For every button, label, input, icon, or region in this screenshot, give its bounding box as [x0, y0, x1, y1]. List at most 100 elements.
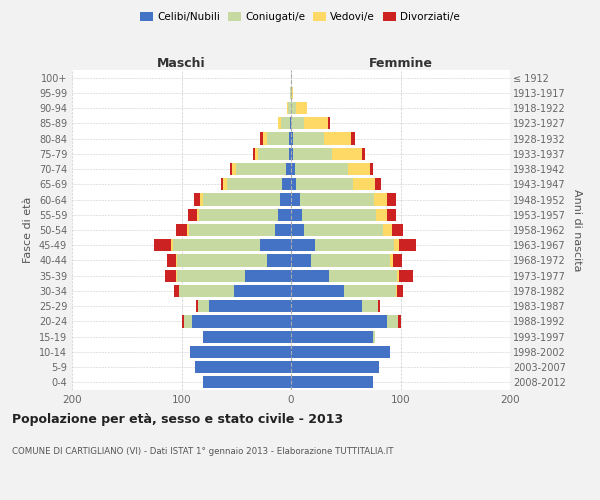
Bar — [194, 361, 291, 373]
Bar — [176, 254, 177, 266]
Bar — [377, 300, 380, 312]
Bar — [291, 178, 296, 190]
Bar — [302, 208, 376, 221]
Bar — [291, 87, 292, 99]
Bar — [400, 239, 416, 252]
Bar — [373, 330, 376, 343]
Bar — [196, 300, 198, 312]
Bar — [263, 132, 267, 144]
Bar — [290, 117, 291, 130]
Bar — [362, 148, 365, 160]
Bar — [291, 102, 296, 114]
Bar — [236, 163, 286, 175]
Bar — [383, 224, 392, 236]
Bar — [184, 316, 193, 328]
Bar — [348, 163, 370, 175]
Bar — [388, 194, 396, 205]
Bar — [278, 117, 281, 130]
Bar — [165, 270, 176, 282]
Bar — [282, 178, 291, 190]
Text: Popolazione per età, sesso e stato civile - 2013: Popolazione per età, sesso e stato civil… — [12, 412, 343, 426]
Bar — [209, 300, 291, 312]
Bar — [230, 163, 232, 175]
Bar — [200, 194, 203, 205]
Bar — [286, 163, 291, 175]
Bar — [376, 178, 381, 190]
Bar — [167, 254, 176, 266]
Bar — [281, 117, 290, 130]
Bar — [291, 330, 373, 343]
Bar — [291, 208, 302, 221]
Bar — [291, 316, 388, 328]
Bar — [370, 163, 373, 175]
Bar — [280, 194, 291, 205]
Bar — [397, 285, 403, 297]
Bar — [291, 239, 315, 252]
Bar — [288, 102, 291, 114]
Bar — [177, 270, 245, 282]
Bar — [291, 194, 300, 205]
Bar — [389, 254, 393, 266]
Legend: Celibi/Nubili, Coniugati/e, Vedovi/e, Divorziati/e: Celibi/Nubili, Coniugati/e, Vedovi/e, Di… — [136, 8, 464, 26]
Bar — [182, 316, 184, 328]
Bar — [362, 300, 377, 312]
Bar — [291, 117, 304, 130]
Text: COMUNE DI CARTIGLIANO (VI) - Dati ISTAT 1° gennaio 2013 - Elaborazione TUTTITALI: COMUNE DI CARTIGLIANO (VI) - Dati ISTAT … — [12, 448, 394, 456]
Bar — [194, 194, 200, 205]
Bar — [174, 285, 179, 297]
Bar — [351, 132, 355, 144]
Bar — [255, 148, 258, 160]
Bar — [328, 117, 331, 130]
Bar — [275, 224, 291, 236]
Bar — [344, 285, 396, 297]
Bar — [258, 148, 289, 160]
Bar — [291, 346, 389, 358]
Bar — [296, 102, 307, 114]
Bar — [260, 239, 291, 252]
Bar — [245, 270, 291, 282]
Bar — [203, 194, 280, 205]
Bar — [291, 300, 362, 312]
Bar — [291, 376, 373, 388]
Bar — [388, 316, 398, 328]
Bar — [223, 178, 227, 190]
Bar — [260, 132, 263, 144]
Bar — [199, 208, 278, 221]
Bar — [398, 316, 401, 328]
Bar — [311, 254, 389, 266]
Bar — [253, 148, 255, 160]
Bar — [287, 102, 288, 114]
Bar — [221, 178, 223, 190]
Bar — [374, 194, 388, 205]
Bar — [234, 285, 291, 297]
Bar — [291, 361, 379, 373]
Bar — [278, 208, 291, 221]
Bar — [289, 132, 291, 144]
Bar — [400, 270, 413, 282]
Bar — [332, 148, 362, 160]
Bar — [193, 316, 291, 328]
Bar — [189, 224, 275, 236]
Bar — [203, 376, 291, 388]
Bar — [267, 132, 289, 144]
Bar — [188, 208, 197, 221]
Bar — [394, 239, 400, 252]
Bar — [296, 178, 353, 190]
Bar — [300, 194, 374, 205]
Bar — [388, 208, 396, 221]
Bar — [292, 87, 293, 99]
Bar — [170, 239, 173, 252]
Bar — [187, 224, 189, 236]
Bar — [176, 224, 187, 236]
Bar — [304, 117, 328, 130]
Bar — [293, 132, 324, 144]
Bar — [329, 270, 397, 282]
Bar — [179, 285, 234, 297]
Bar — [291, 132, 293, 144]
Bar — [396, 285, 397, 297]
Bar — [295, 163, 348, 175]
Bar — [291, 148, 293, 160]
Bar — [291, 224, 304, 236]
Bar — [203, 330, 291, 343]
Bar — [304, 224, 383, 236]
